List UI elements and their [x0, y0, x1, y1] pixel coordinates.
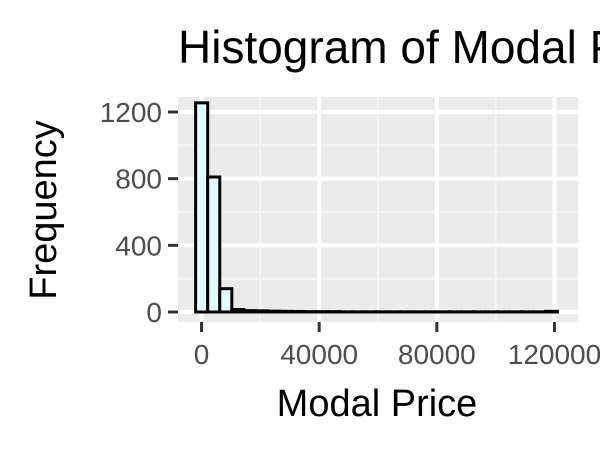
histogram-bar	[242, 309, 258, 314]
minor-gridlines	[178, 97, 578, 322]
y-tick-label: 400	[115, 230, 162, 261]
histogram-bar	[206, 175, 222, 314]
y-axis: 0 400 800 1200	[100, 97, 178, 328]
histogram-bar	[266, 309, 282, 314]
x-tick-label: 120000	[508, 339, 600, 370]
histogram-bar	[218, 287, 234, 314]
x-tick-label: 0	[194, 339, 210, 370]
y-tick-label: 0	[146, 297, 162, 328]
y-tick-label: 800	[115, 164, 162, 195]
x-axis-title: Modal Price	[277, 383, 478, 425]
y-tick-label: 1200	[100, 97, 162, 128]
histogram-bar	[543, 309, 559, 314]
histogram-bar	[278, 309, 294, 314]
histogram-bars	[194, 101, 559, 314]
x-tick-label: 80000	[398, 339, 476, 370]
x-tick-label: 40000	[280, 339, 358, 370]
histogram-bar	[194, 101, 210, 314]
x-axis: 0 40000 80000 120000	[194, 322, 600, 370]
histogram-bar	[254, 309, 270, 314]
histogram-bar	[230, 308, 246, 314]
histogram-bar	[290, 310, 306, 314]
y-axis-title: Frequency	[23, 120, 65, 300]
chart-title: Histogram of Modal Price	[178, 21, 600, 73]
